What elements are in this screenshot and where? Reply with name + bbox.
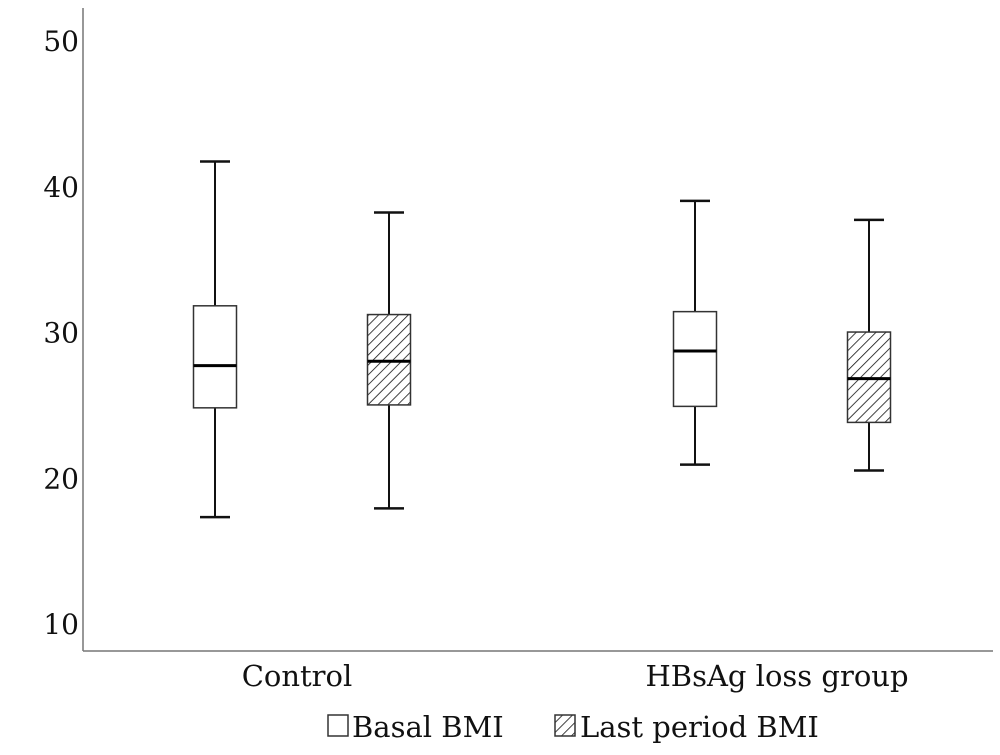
iqr-box: [192, 305, 238, 409]
legend-swatch: [554, 714, 576, 737]
box-last-period: [846, 218, 892, 472]
x-tick-label: Control: [242, 659, 353, 693]
legend-swatch: [327, 714, 349, 737]
box-basal: [192, 160, 238, 519]
legend-label: Last period BMI: [580, 710, 819, 744]
y-tick-label: 50: [43, 25, 79, 58]
box-basal: [672, 199, 718, 466]
y-tick-label: 20: [43, 462, 79, 495]
x-tick-label: HBsAg loss group: [645, 659, 908, 693]
iqr-box: [672, 310, 718, 408]
y-tick-label: 40: [43, 171, 79, 204]
y-tick-label: 30: [43, 317, 79, 350]
legend: Basal BMI Last period BMI: [327, 710, 819, 744]
y-tick-label: 10: [43, 608, 79, 641]
axes: 10 20 30 40 50 Control HBsAg loss group: [43, 8, 993, 693]
legend-label: Basal BMI: [352, 710, 504, 744]
box-last-period: [366, 211, 412, 510]
boxes: [192, 160, 892, 519]
